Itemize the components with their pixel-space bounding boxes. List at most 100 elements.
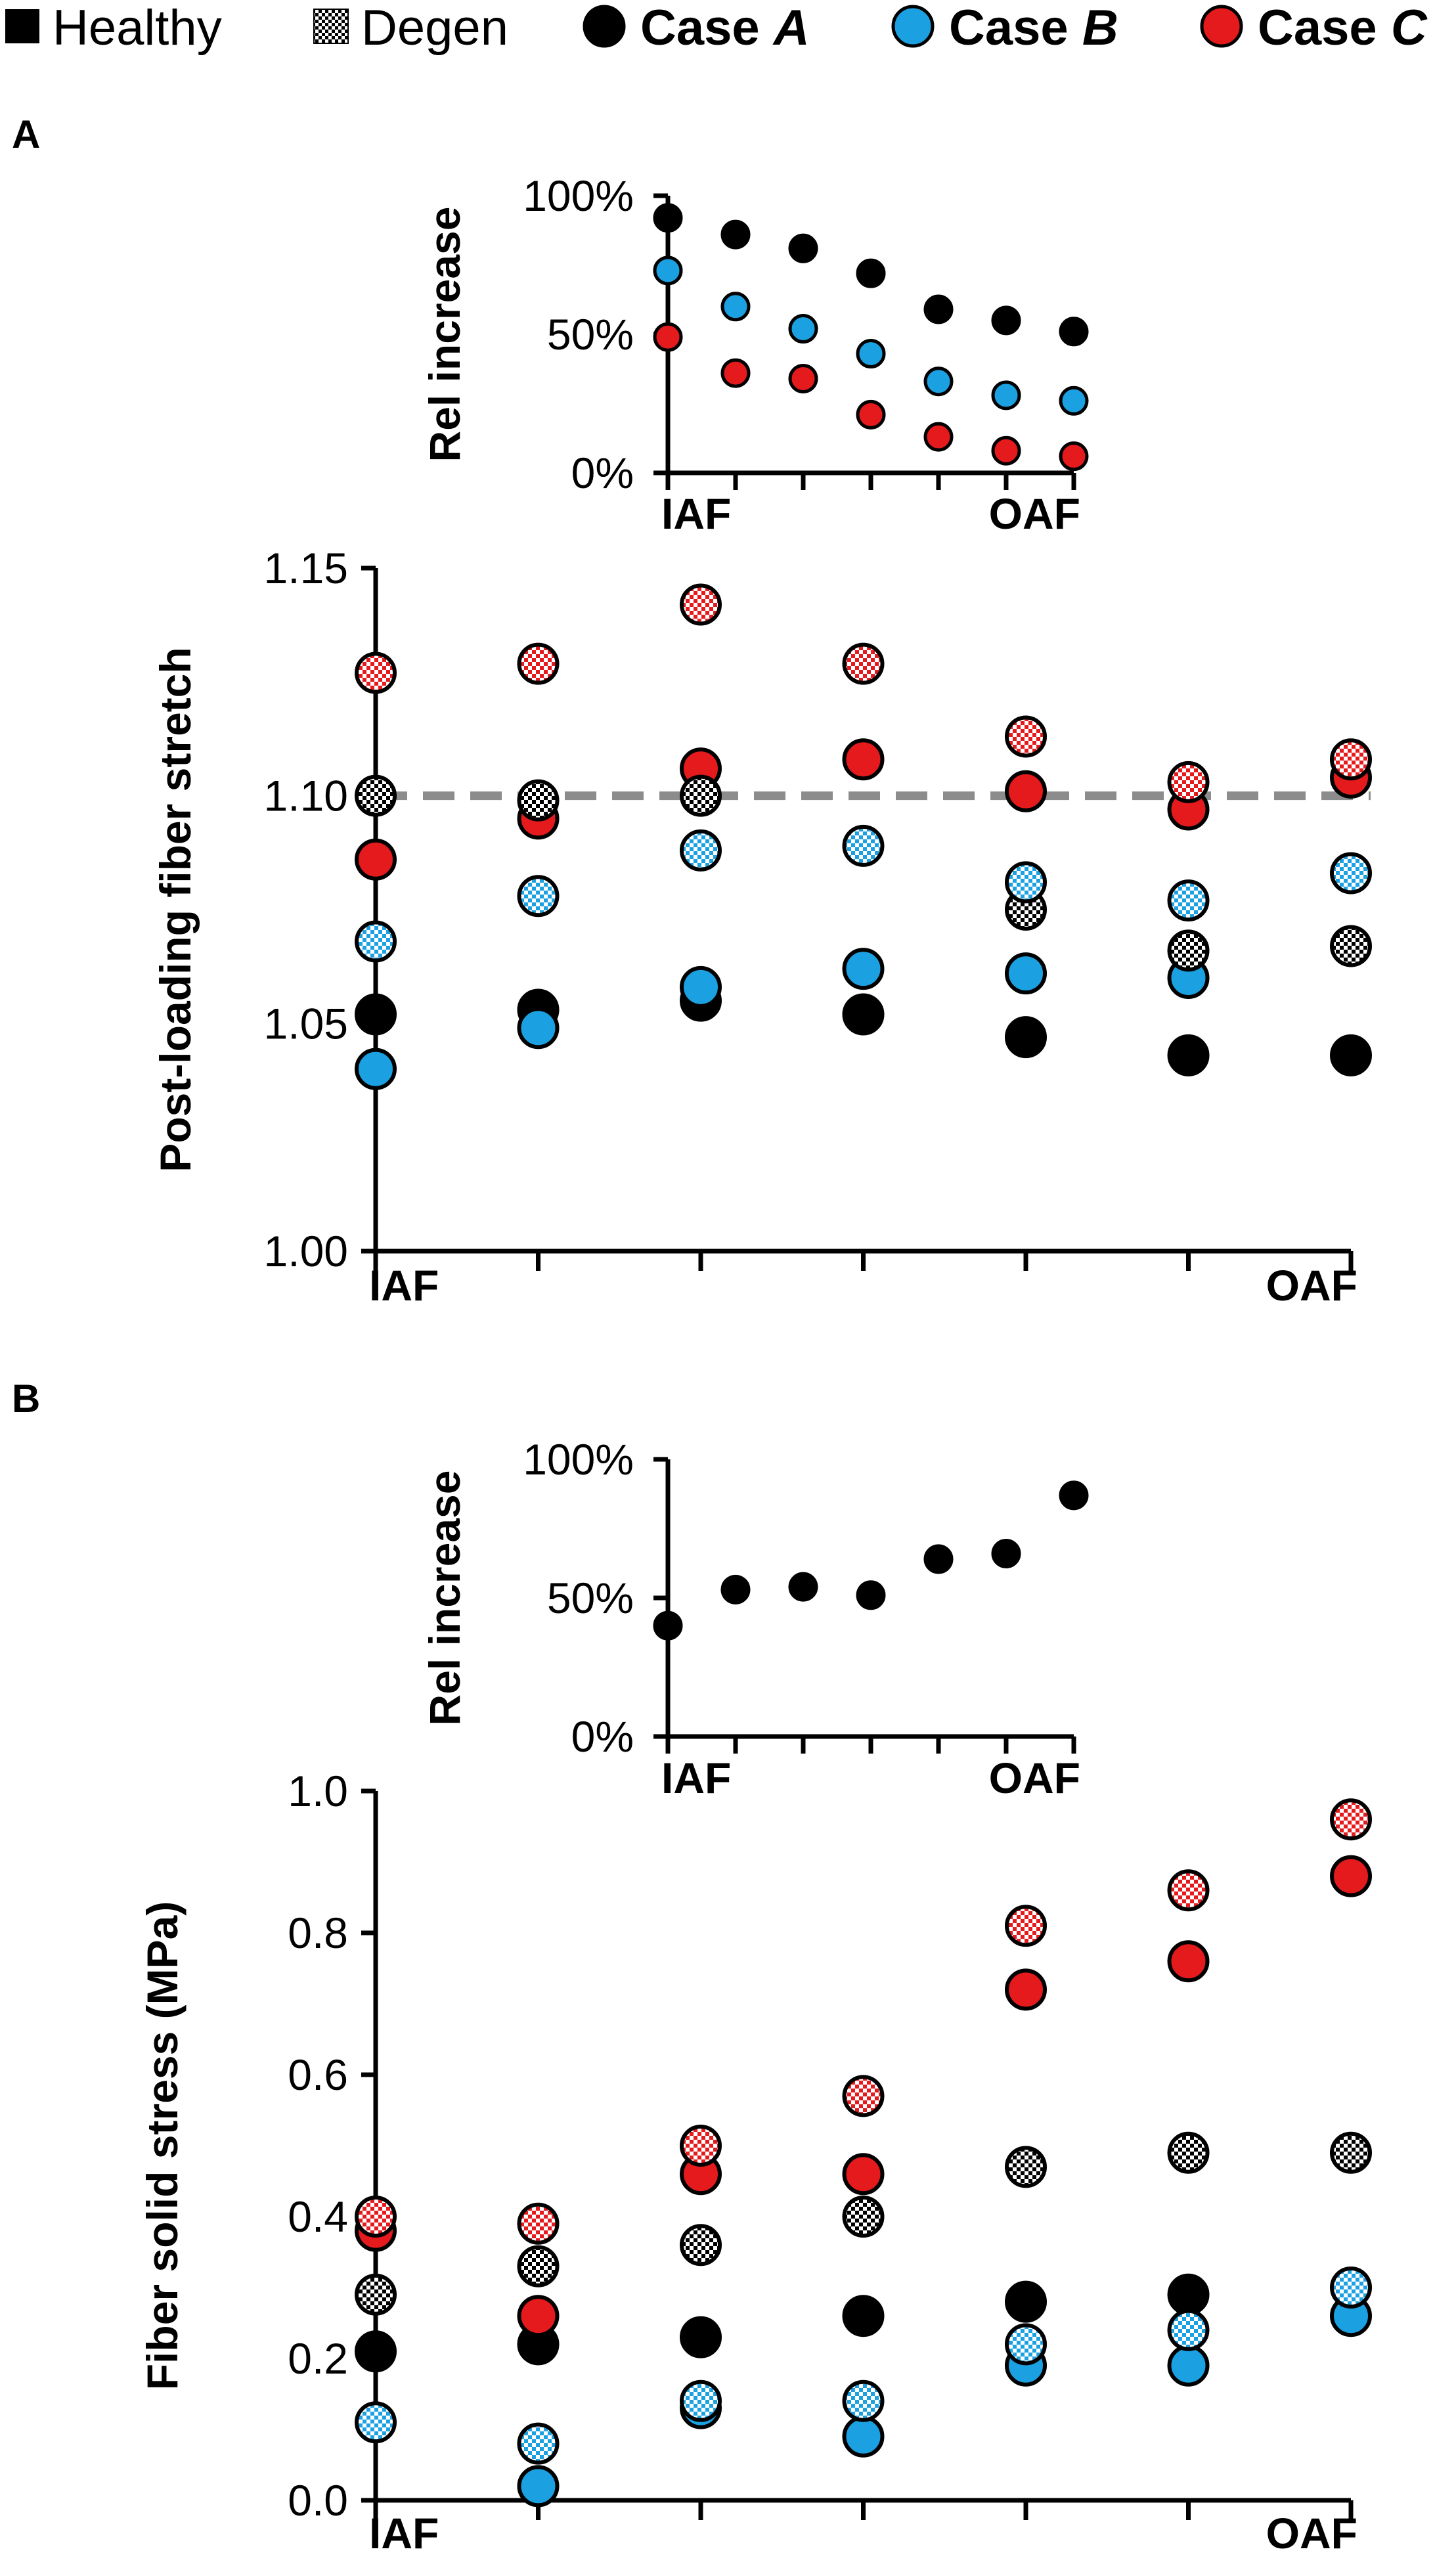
a-main-point-case-c-healthy bbox=[355, 838, 397, 881]
blue-circle-icon bbox=[891, 5, 935, 48]
b-main-point-case-b-degen bbox=[1330, 2267, 1372, 2309]
legend-label-case-b-prefix: Case bbox=[949, 0, 1082, 56]
a-main-point-case-b-degen bbox=[1330, 852, 1372, 895]
b-inset-point-case-a bbox=[991, 1538, 1021, 1568]
b-main-point-case-a-healthy bbox=[1167, 2273, 1210, 2316]
b-inset-point-case-a bbox=[653, 1610, 683, 1641]
b-main-point-case-c-degen bbox=[1330, 1798, 1372, 1841]
legend-label-case-c-letter: C bbox=[1391, 0, 1428, 56]
a-main-point-case-c-degen bbox=[842, 642, 885, 685]
b-main-point-case-c-degen bbox=[1167, 1869, 1210, 1912]
a-inset-point-case-a bbox=[788, 233, 818, 263]
b-main-point-case-a-degen bbox=[355, 2273, 397, 2316]
b_main-y-tick-label: 0.2 bbox=[288, 2334, 348, 2383]
chart-a-main: 1.00 1.05 1.10 1.15 IAF OAF Post-loading fiber… bbox=[151, 544, 1372, 1310]
a-main-point-case-c-degen bbox=[1167, 761, 1210, 803]
a-inset-point-case-c bbox=[923, 422, 954, 452]
a-inset-point-case-a bbox=[923, 294, 954, 324]
b_main-y-tick-label: 0.6 bbox=[288, 2050, 348, 2099]
b-main-point-case-b-degen bbox=[517, 2422, 560, 2465]
a-main-point-case-b-degen bbox=[1005, 861, 1047, 904]
a_main-y-tick-label: 1.05 bbox=[264, 999, 348, 1048]
b-main-point-case-b-degen bbox=[355, 2401, 397, 2444]
a-main-point-case-a-healthy bbox=[842, 993, 885, 1036]
panel-letter-b: B bbox=[12, 1377, 40, 1421]
b_inset-y-tick-label: 0% bbox=[571, 1712, 634, 1761]
a-main-point-case-c-degen bbox=[517, 642, 560, 685]
a-main-point-case-b-healthy bbox=[355, 1048, 397, 1090]
b_main-y-tick-label: 0.4 bbox=[288, 2192, 348, 2241]
a_inset-x-label-end: OAF bbox=[989, 489, 1080, 538]
b-main-point-case-a-healthy bbox=[680, 2316, 722, 2358]
legend-label-case-a: Case A bbox=[640, 0, 810, 56]
b-main-point-case-a-degen bbox=[1330, 2131, 1372, 2174]
a_inset-x-label-start: IAF bbox=[661, 489, 731, 538]
a-main-point-case-c-degen bbox=[355, 652, 397, 694]
b-main-point-case-a-degen bbox=[1005, 2146, 1047, 2188]
a_main-y-tick-label: 1.10 bbox=[264, 772, 348, 820]
a-main-point-case-b-degen bbox=[517, 875, 560, 918]
a-inset-point-case-c bbox=[788, 364, 818, 394]
legend-label-case-a-letter: A bbox=[772, 0, 810, 56]
a-main-point-case-b-degen bbox=[355, 920, 397, 963]
b-main-point-case-c-degen bbox=[842, 2075, 885, 2117]
checkered-square-icon bbox=[313, 9, 349, 44]
b_main-x-label-end: OAF bbox=[1266, 2509, 1357, 2557]
b-main-point-case-a-healthy bbox=[355, 2330, 397, 2373]
b-main-point-case-c-degen bbox=[680, 2125, 722, 2167]
b-main-point-case-b-degen bbox=[1005, 2323, 1047, 2366]
b-main-point-case-c-degen bbox=[355, 2196, 397, 2238]
b-main-point-case-c-healthy bbox=[517, 2295, 560, 2337]
a-inset-point-case-b bbox=[991, 380, 1021, 410]
a_inset-y-tick-label: 0% bbox=[571, 449, 634, 497]
legend-label-degen: Degen bbox=[361, 0, 508, 56]
a-main-point-case-c-degen bbox=[1005, 715, 1047, 758]
a-inset-point-case-c bbox=[856, 399, 886, 430]
b-inset-point-case-a bbox=[788, 1572, 818, 1602]
panel-letter-a: A bbox=[12, 112, 40, 156]
a_inset-y-tick-label: 100% bbox=[523, 171, 634, 220]
a-inset-point-case-a bbox=[991, 305, 1021, 336]
a-main-point-case-c-healthy bbox=[1005, 770, 1047, 812]
legend: Healthy Degen Case A Case B Case C bbox=[5, 0, 1428, 56]
a_main-y-title: Post-loading fiber stretch bbox=[151, 647, 200, 1172]
legend-label-case-c-prefix: Case bbox=[1258, 0, 1391, 56]
a_inset-y-title: Rel increase bbox=[420, 207, 469, 462]
a-main-point-case-a-healthy bbox=[1330, 1034, 1372, 1076]
filled-square-icon bbox=[5, 9, 39, 43]
b_main-y-tick-label: 0.8 bbox=[288, 1909, 348, 1957]
b-inset-point-case-a bbox=[720, 1574, 751, 1604]
b_main-y-tick-label: 0.0 bbox=[288, 2476, 348, 2525]
b_main-x-label-start: IAF bbox=[369, 2509, 439, 2557]
legend-item-case-a: Case A bbox=[583, 0, 810, 56]
b-main-point-case-b-degen bbox=[1167, 2309, 1210, 2351]
black-circle-icon bbox=[583, 5, 626, 48]
a-main-point-case-c-degen bbox=[1330, 738, 1372, 781]
a-main-point-case-b-healthy bbox=[1005, 952, 1047, 995]
a-main-point-case-c-healthy bbox=[842, 738, 885, 781]
b-main-point-case-a-degen bbox=[517, 2245, 560, 2288]
a-inset-point-case-c bbox=[991, 435, 1021, 466]
legend-item-case-b: Case B bbox=[891, 0, 1118, 56]
a-main-point-case-a-degen bbox=[1330, 925, 1372, 967]
a-main-point-case-b-healthy bbox=[842, 948, 885, 990]
a-inset-point-case-a bbox=[1059, 317, 1089, 347]
b-main-point-case-b-healthy bbox=[517, 2465, 560, 2508]
a-inset-point-case-a bbox=[720, 219, 751, 250]
a-main-point-case-a-degen bbox=[680, 774, 722, 817]
b_inset-y-tick-label: 100% bbox=[523, 1435, 634, 1484]
a-main-point-case-b-degen bbox=[842, 824, 885, 867]
a-inset-point-case-c bbox=[720, 358, 751, 388]
a-inset-point-case-c bbox=[1059, 441, 1089, 472]
a-main-point-case-b-healthy bbox=[517, 1007, 560, 1050]
a-inset-point-case-b bbox=[923, 366, 954, 397]
b-main-point-case-a-degen bbox=[680, 2224, 722, 2267]
a-inset-point-case-b bbox=[720, 292, 751, 322]
a-inset-point-case-b bbox=[788, 314, 818, 344]
legend-item-case-c: Case C bbox=[1200, 0, 1428, 56]
chart-a-inset: 0% 50% 100% IAF OAF Rel increase bbox=[420, 171, 1089, 538]
b_inset-y-title: Rel increase bbox=[420, 1471, 469, 1726]
a-main-point-case-a-degen bbox=[517, 779, 560, 822]
a-inset-point-case-a bbox=[653, 203, 683, 233]
